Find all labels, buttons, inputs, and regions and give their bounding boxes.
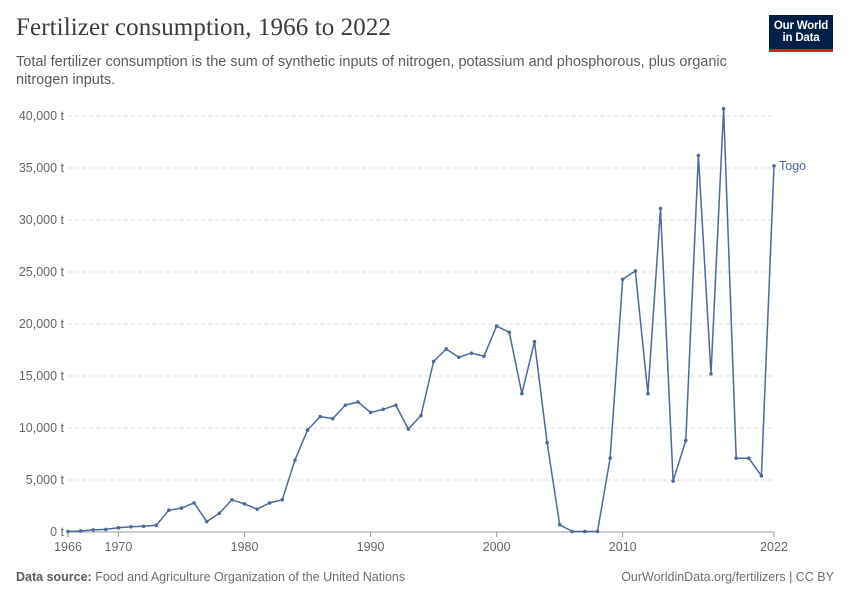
data-point (343, 403, 348, 407)
data-point (406, 427, 411, 431)
series-label-togo: Togo (779, 159, 806, 173)
y-tick-label: 25,000 t (19, 265, 65, 279)
y-tick-label: 20,000 t (19, 317, 65, 331)
y-tick-label: 10,000 t (19, 421, 65, 435)
x-tick-label: 2000 (483, 540, 511, 554)
data-point (242, 502, 247, 506)
data-point (532, 339, 537, 344)
data-point (141, 524, 146, 529)
data-point (356, 400, 360, 404)
data-point (608, 456, 612, 460)
chart-title: Fertilizer consumption, 1966 to 2022 (16, 14, 392, 41)
data-point (305, 428, 310, 432)
data-point (154, 523, 159, 528)
x-tick-label: 1970 (105, 540, 133, 554)
data-point (520, 391, 524, 396)
data-point (330, 416, 335, 421)
data-point (116, 526, 121, 530)
data-point (192, 501, 196, 505)
data-point (91, 528, 96, 532)
x-tick-label: 1980 (231, 540, 259, 554)
data-point (570, 529, 575, 534)
data-point (66, 529, 70, 534)
x-tick-label: 2022 (760, 540, 788, 554)
data-point (494, 324, 499, 328)
data-point (267, 501, 272, 505)
series-line-togo (67, 107, 775, 533)
data-point (658, 206, 663, 211)
data-point (545, 440, 549, 445)
data-point (683, 438, 688, 443)
data-point (457, 355, 461, 360)
data-point (709, 372, 713, 376)
data-source-label: Data source: (16, 570, 92, 584)
data-point (129, 525, 133, 529)
data-point (255, 507, 259, 511)
data-point (583, 529, 587, 534)
data-point (204, 519, 209, 524)
data-point (507, 330, 512, 335)
y-tick-label: 5,000 t (26, 473, 65, 487)
data-point (646, 391, 650, 396)
data-point (469, 351, 474, 355)
data-point (318, 414, 322, 419)
data-point (419, 413, 423, 418)
y-tick-label: 40,000 t (19, 109, 65, 123)
y-tick-label: 0 t (50, 525, 64, 539)
data-source: Data source: Food and Agriculture Organi… (16, 570, 405, 584)
data-point (746, 456, 751, 460)
data-point (696, 153, 701, 158)
data-point (217, 511, 222, 516)
data-point (772, 164, 776, 168)
data-point (759, 474, 764, 478)
y-tick-label: 30,000 t (19, 213, 65, 227)
data-point (280, 497, 285, 502)
y-tick-label: 15,000 t (19, 369, 65, 383)
data-source-text[interactable]: Food and Agriculture Organization of the… (95, 570, 406, 584)
data-point (671, 479, 675, 483)
y-tick-label: 35,000 t (19, 161, 65, 175)
chart-subtitle: Total fertilizer consumption is the sum … (16, 54, 727, 88)
data-point (104, 527, 108, 532)
data-point (620, 277, 625, 282)
data-point (368, 410, 373, 415)
data-point (734, 456, 738, 460)
x-tick-label: 1990 (357, 540, 385, 554)
data-point (78, 529, 83, 533)
logo-line-2: in Data (782, 32, 820, 44)
data-point (595, 529, 600, 534)
data-point (557, 522, 562, 527)
data-point (167, 508, 171, 512)
license-link[interactable]: OurWorldinData.org/fertilizers | CC BY (621, 570, 834, 584)
data-point (721, 106, 726, 111)
logo-line-1: Our World (773, 20, 829, 32)
data-point (444, 347, 449, 351)
data-point (381, 407, 385, 412)
data-point (230, 497, 234, 502)
data-point (179, 506, 184, 510)
data-point (482, 354, 486, 359)
data-point (293, 458, 297, 463)
data-point (431, 359, 436, 364)
x-tick-label: 1966 (54, 540, 82, 554)
data-point (393, 403, 398, 407)
data-point (633, 269, 638, 273)
owid-logo[interactable]: Our World in Data (769, 15, 833, 52)
x-tick-label: 2010 (609, 540, 637, 554)
